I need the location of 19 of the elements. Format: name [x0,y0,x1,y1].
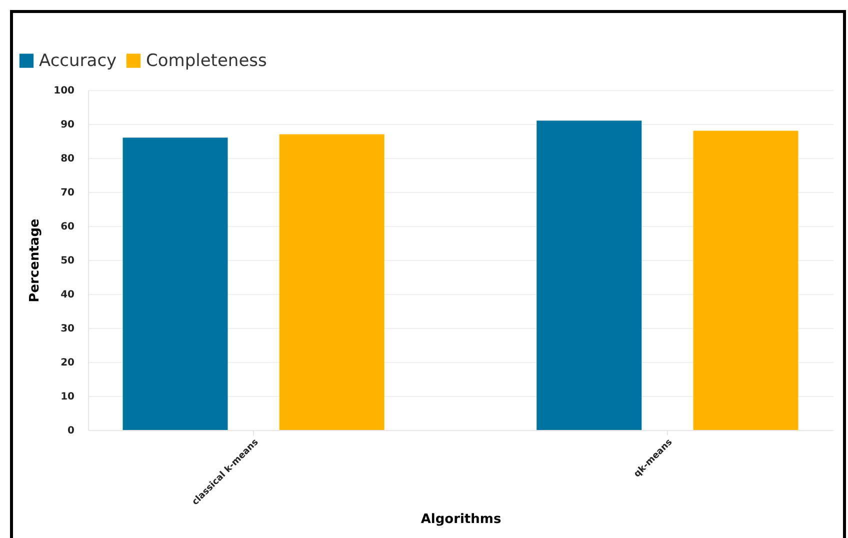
y-tick-label: 100 [54,86,75,96]
legend-label: Completeness [146,50,268,71]
bar [122,138,228,430]
bar [279,134,384,430]
y-tick-label: 10 [60,392,75,402]
y-tick-label: 50 [60,256,75,266]
y-tick-label: 90 [60,120,75,130]
y-tick-label: 60 [60,222,75,232]
y-tick-label: 40 [60,290,75,300]
bar [536,120,642,430]
y-tick-label: 20 [60,358,75,368]
y-tick-label: 80 [60,154,75,164]
bar [693,130,798,430]
x-axis-title: Algorithms [420,512,502,527]
y-axis-title: Percentage [28,218,43,302]
legend-label: Accuracy [39,50,117,71]
y-tick-label: 30 [60,324,75,334]
y-tick-label: 70 [60,188,75,198]
y-tick-label: 0 [68,426,75,436]
